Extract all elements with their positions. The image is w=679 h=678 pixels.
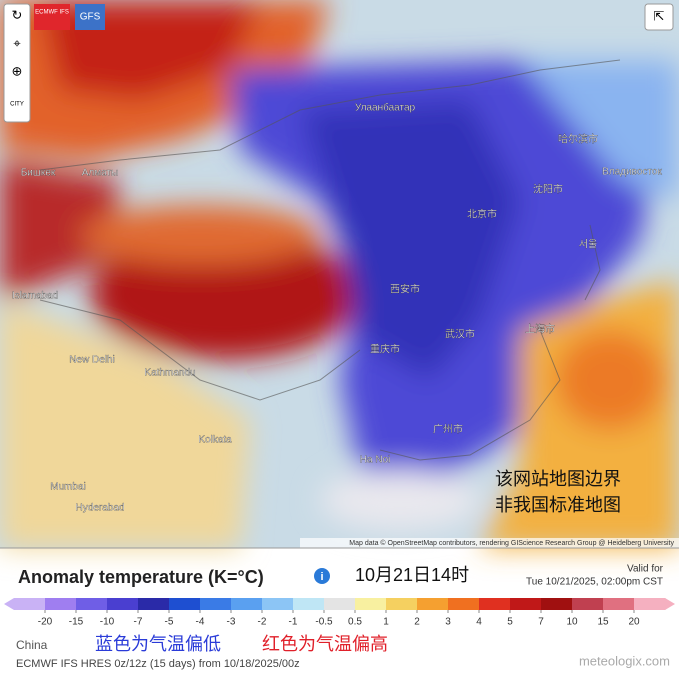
- legend-tick-label: 5: [507, 617, 513, 628]
- legend-color: [479, 598, 511, 610]
- legend-tick-label: 7: [538, 617, 544, 628]
- toolbar: ↻ ⌖ ⊕ CITY ECMWF IFS GFS ⇱: [3, 3, 674, 123]
- map-notice: 该网站地图边界: [495, 469, 621, 489]
- city-label: Hyderabad: [76, 503, 125, 514]
- city-label: Islamabad: [12, 291, 58, 302]
- legend-color: [169, 598, 201, 610]
- legend-color: [138, 598, 170, 610]
- legend-tick-label: 1: [383, 617, 389, 628]
- legend-arrow: [665, 598, 675, 610]
- legend-tick-label: -15: [69, 617, 84, 628]
- legend-color: [572, 598, 604, 610]
- legend-color: [324, 598, 356, 610]
- legend-tick-label: 15: [597, 617, 609, 628]
- legend-color: [510, 598, 542, 610]
- map[interactable]: [0, 0, 679, 548]
- note-warm: 红色为气温偏高: [262, 634, 388, 654]
- watermark: meteologix.com: [579, 653, 670, 668]
- legend-tick-label: 4: [476, 617, 482, 628]
- info-icon[interactable]: [314, 568, 330, 584]
- time-label: 10月21日14时: [355, 565, 469, 585]
- city-label: 北京市: [467, 208, 497, 221]
- legend-tick-label: -4: [196, 617, 205, 628]
- zoom-button[interactable]: ⊕: [12, 63, 23, 78]
- reload-button[interactable]: ↻: [12, 7, 23, 22]
- region: China: [16, 638, 48, 652]
- chart-title: Anomaly temperature (K=°C): [18, 567, 264, 587]
- city-label: Владивосток: [602, 167, 662, 178]
- legend-tick-label: -5: [165, 617, 174, 628]
- legend-color: [293, 598, 325, 610]
- legend-color: [448, 598, 480, 610]
- city-label: Mumbai: [50, 482, 86, 493]
- legend-tick-label: -10: [100, 617, 115, 628]
- legend: -20 -15 -10 -7 -5 -4 -3 -2 -1 -0.5 0.5 1 2 3 4 5 7 10 15 20: [4, 598, 675, 628]
- model-button[interactable]: [34, 4, 70, 30]
- map-notice: 非我国标准地图: [495, 495, 621, 515]
- legend-color: [14, 598, 46, 610]
- city-label: Бишкек: [21, 168, 56, 179]
- valid-label: Valid for: [627, 564, 664, 575]
- city-label: Алматы: [82, 168, 119, 179]
- model-label[interactable]: ECMWF IFS: [35, 10, 69, 16]
- legend-tick-label: -2: [258, 617, 267, 628]
- legend-tick-label: 10: [566, 617, 578, 628]
- legend-color: [355, 598, 387, 610]
- model-info: ECMWF IFS HRES 0z/12z (15 days) from 10/…: [16, 658, 300, 670]
- city-label: 서울: [579, 239, 597, 251]
- share-button[interactable]: [644, 3, 674, 31]
- legend-color: [107, 598, 139, 610]
- city-label: 上海市: [525, 323, 555, 336]
- legend-color: [386, 598, 418, 610]
- city-label: Улаанбаатар: [355, 102, 416, 114]
- city-toggle[interactable]: CITY: [10, 102, 24, 108]
- legend-tick-label: 2: [414, 617, 420, 628]
- location-button[interactable]: ⌖: [13, 35, 21, 50]
- legend-color: [200, 598, 232, 610]
- share-icon[interactable]: ⇱: [654, 8, 665, 23]
- legend-arrow: [4, 598, 14, 610]
- city-label: Kolkata: [198, 435, 232, 446]
- legend-color: [634, 598, 666, 610]
- city-label: New Delhi: [69, 355, 115, 366]
- legend-tick-label: -7: [134, 617, 143, 628]
- legend-tick-label: -3: [227, 617, 236, 628]
- legend-color: [541, 598, 573, 610]
- model-label[interactable]: GFS: [80, 12, 101, 23]
- legend-tick-label: 3: [445, 617, 451, 628]
- info-glyph[interactable]: i: [320, 571, 323, 583]
- legend-color: [231, 598, 263, 610]
- legend-color: [262, 598, 294, 610]
- legend-tick-label: -1: [289, 617, 298, 628]
- legend-tick-label: 0.5: [348, 617, 362, 628]
- tool-panel: [3, 3, 31, 123]
- legend-color: [603, 598, 635, 610]
- attribution-bg: [300, 538, 679, 548]
- city-label: 西安市: [390, 283, 420, 296]
- legend-tick-label: 20: [628, 617, 640, 628]
- valid-time: Tue 10/21/2025, 02:00pm CST: [526, 577, 663, 588]
- note-cold: 蓝色为气温偏低: [95, 634, 221, 654]
- city-label: Ha Noi: [360, 455, 391, 466]
- city-label: Kathmandu: [144, 368, 195, 379]
- legend-tick-label: -0.5: [315, 617, 333, 628]
- city-label: 广州市: [433, 423, 463, 436]
- model-button[interactable]: [75, 4, 105, 30]
- city-label: 沈阳市: [533, 183, 563, 196]
- city-label: 重庆市: [370, 343, 400, 356]
- attribution: Map data © OpenStreetMap contributors, r…: [349, 539, 674, 547]
- legend-color: [417, 598, 449, 610]
- city-label: 哈尔滨市: [558, 133, 598, 146]
- legend-tick-label: -20: [38, 617, 53, 628]
- city-label: 武汉市: [445, 328, 475, 341]
- legend-color: [76, 598, 108, 610]
- legend-color: [45, 598, 77, 610]
